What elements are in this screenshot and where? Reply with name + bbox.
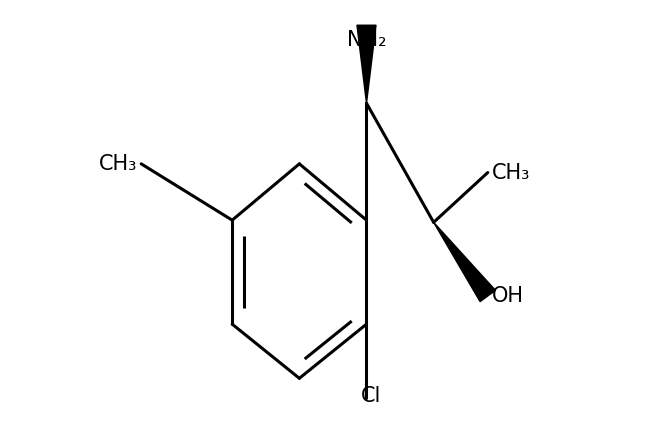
Polygon shape xyxy=(434,222,496,302)
Polygon shape xyxy=(357,25,376,103)
Text: CH₃: CH₃ xyxy=(492,163,530,183)
Text: NH₂: NH₂ xyxy=(347,30,386,50)
Text: OH: OH xyxy=(492,286,524,306)
Text: CH₃: CH₃ xyxy=(98,154,137,174)
Text: Cl: Cl xyxy=(361,385,381,405)
Polygon shape xyxy=(367,103,434,222)
